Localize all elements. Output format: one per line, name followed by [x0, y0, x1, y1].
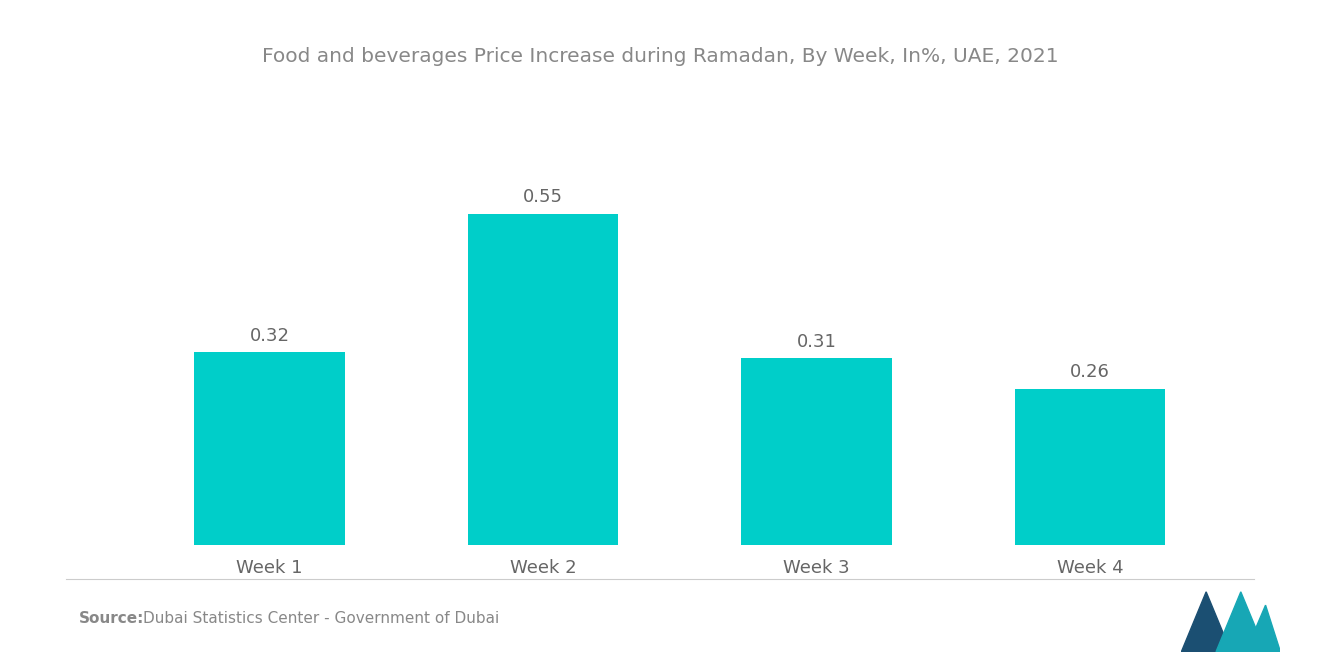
Text: 0.26: 0.26	[1071, 363, 1110, 381]
Polygon shape	[1216, 592, 1266, 652]
Polygon shape	[1246, 605, 1280, 652]
Bar	[742, 358, 892, 545]
Bar	[1015, 388, 1166, 545]
Text: 0.32: 0.32	[249, 327, 289, 345]
Polygon shape	[1181, 592, 1232, 652]
Text: 0.31: 0.31	[796, 333, 837, 351]
Text: Source:: Source:	[79, 611, 145, 626]
Text: 0.55: 0.55	[523, 188, 564, 206]
Bar	[194, 352, 345, 545]
Text: Dubai Statistics Center - Government of Dubai: Dubai Statistics Center - Government of …	[143, 611, 499, 626]
Text: Food and beverages Price Increase during Ramadan, By Week, In%, UAE, 2021: Food and beverages Price Increase during…	[261, 47, 1059, 66]
Bar	[467, 213, 618, 545]
